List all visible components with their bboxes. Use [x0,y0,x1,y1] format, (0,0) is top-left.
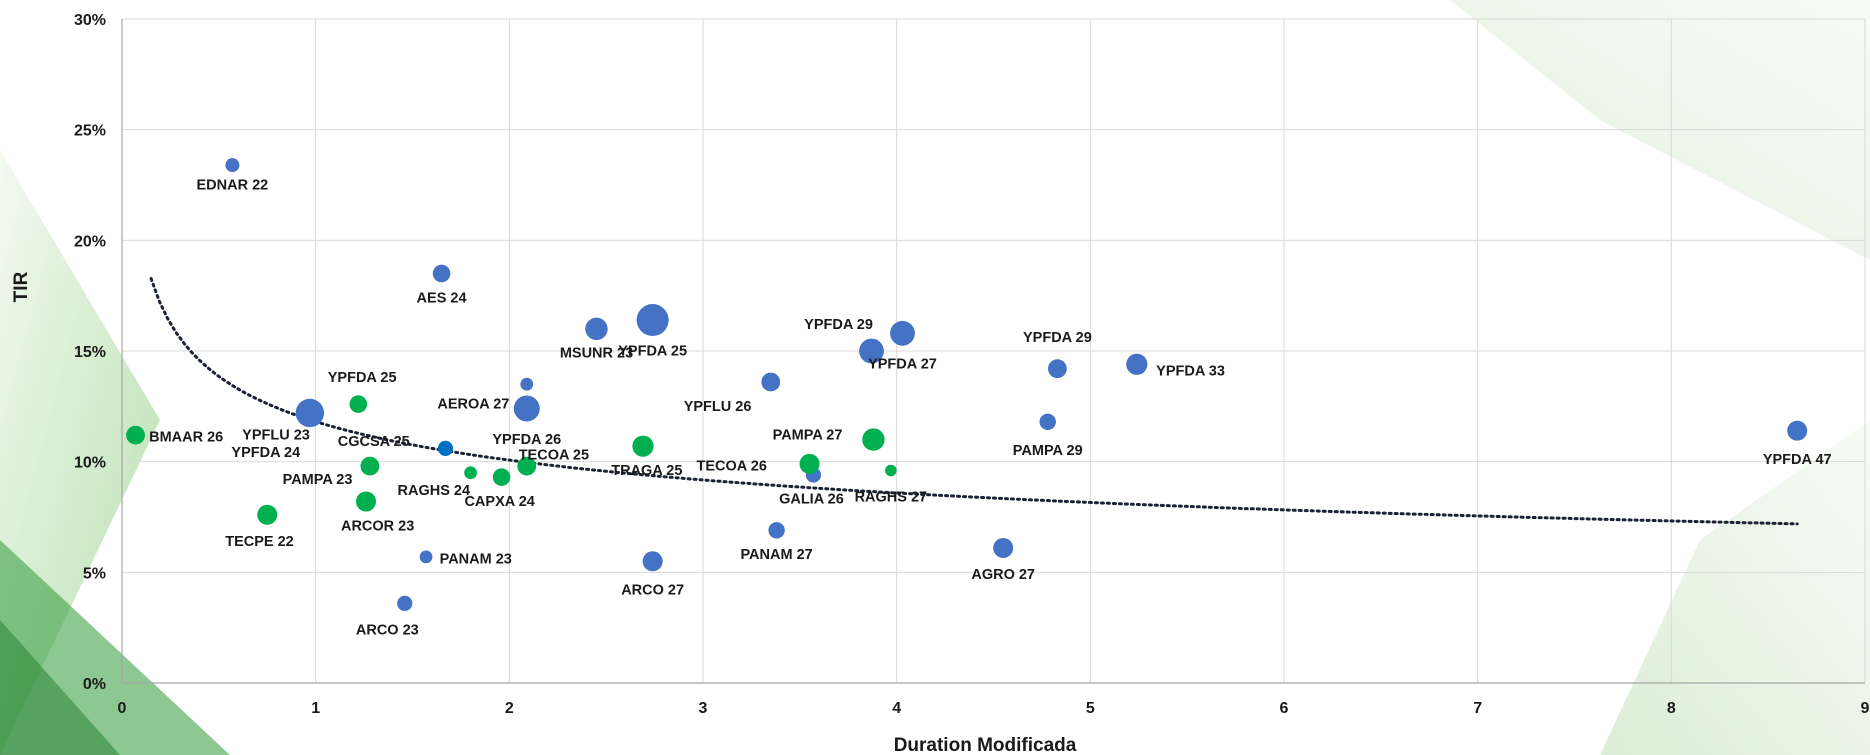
point-label: YPFDA 27 [868,357,937,373]
data-point [360,456,380,476]
data-point [1126,353,1148,375]
point-label: CGCSA 25 [338,434,410,450]
bg-shape-bottom-right [1600,420,1870,755]
data-point [464,466,477,480]
point-label: YPFDA 47 [1763,452,1832,468]
trendline-path [149,277,1799,526]
data-point [768,522,785,539]
x-axis-title: Duration Modificada [894,735,1077,755]
data-point [437,440,454,456]
point-label: YPFLU 26 [684,399,752,415]
point-label: RAGHS 27 [855,490,928,506]
point-label: MSUNR 23 [560,346,633,362]
point-label: TECOA 26 [697,459,767,475]
data-point [520,377,534,391]
data-point [397,595,413,611]
point-label: TECOA 25 [519,447,589,463]
data-point [642,551,663,572]
data-point [295,398,325,428]
data-point [1048,359,1067,379]
point-label: YPFDA 33 [1156,363,1225,379]
x-tick-label: 8 [1667,700,1676,717]
point-label: YPFLU 23 [242,428,310,444]
data-point [419,550,433,564]
data-point [862,428,885,451]
y-tick-label: 30% [74,12,106,29]
data-point [1787,420,1808,441]
point-label: ARCO 23 [356,622,419,638]
data-point [890,320,915,346]
x-tick-label: 7 [1473,700,1482,717]
data-point [799,453,820,474]
y-tick-label: 0% [83,676,106,693]
point-label: PAMPA 27 [773,428,843,444]
data-point [356,491,377,512]
data-point [517,456,537,476]
point-label: YPFDA 25 [328,370,397,386]
point-label: GALIA 26 [779,492,844,508]
y-tick-label: 5% [83,565,106,582]
point-label: PANAM 23 [440,551,512,567]
trendline [149,277,1799,526]
x-tick-label: 2 [505,700,514,717]
data-point [492,468,511,486]
y-axis-title: TIR [11,271,32,302]
data-point [1039,413,1056,431]
point-label: AES 24 [417,290,467,306]
point-label: EDNAR 22 [197,177,269,193]
data-point [349,395,368,413]
data-point [225,158,240,173]
data-point [761,372,781,392]
point-label: YPFDA 26 [492,432,561,448]
y-tick-label: 20% [74,233,106,250]
data-point [432,264,451,283]
data-point [636,304,669,337]
x-tick-label: 9 [1861,700,1870,717]
data-point [885,464,897,477]
point-label: AGRO 27 [971,567,1035,583]
point-label: TRAGA 25 [611,463,682,479]
point-label: BMAAR 26 [149,430,223,446]
x-tick-label: 6 [1280,700,1289,717]
data-point [585,317,608,341]
x-tick-label: 5 [1086,700,1095,717]
y-tick-label: 15% [74,344,106,361]
point-label: ARCO 27 [621,582,684,598]
point-label: YPFDA 29 [1023,330,1092,346]
x-tick-label: 3 [699,700,708,717]
point-label: PAMPA 23 [283,472,353,488]
data-point [859,338,884,364]
point-label: ARCOR 23 [341,518,414,534]
point-label: RAGHS 24 [398,483,471,499]
grid [121,18,1866,684]
y-tick-label: 25% [74,123,106,140]
point-label: PAMPA 29 [1013,443,1083,459]
x-tick-label: 1 [311,700,320,717]
point-label: YPFDA 24 [231,445,300,461]
y-tick-label: 10% [74,455,106,472]
data-point [993,537,1014,558]
data-point [126,425,145,445]
point-label: PANAM 27 [740,547,812,563]
x-tick-label: 0 [118,700,127,717]
data-point [257,504,278,525]
x-tick-label: 4 [892,700,901,717]
point-label: TECPE 22 [225,534,294,550]
point-label: YPFDA 29 [804,317,873,333]
data-point [632,435,654,457]
axes: 0 1 2 3 4 5 6 7 8 9 0% 5% 10% 15% 20% 25% 30% [74,12,1870,717]
point-label: YPFDA 25 [618,343,687,359]
point-label: CAPXA 24 [464,494,534,510]
data-point [513,395,540,422]
data-points [126,158,1808,611]
point-label: AEROA 27 [437,397,509,413]
